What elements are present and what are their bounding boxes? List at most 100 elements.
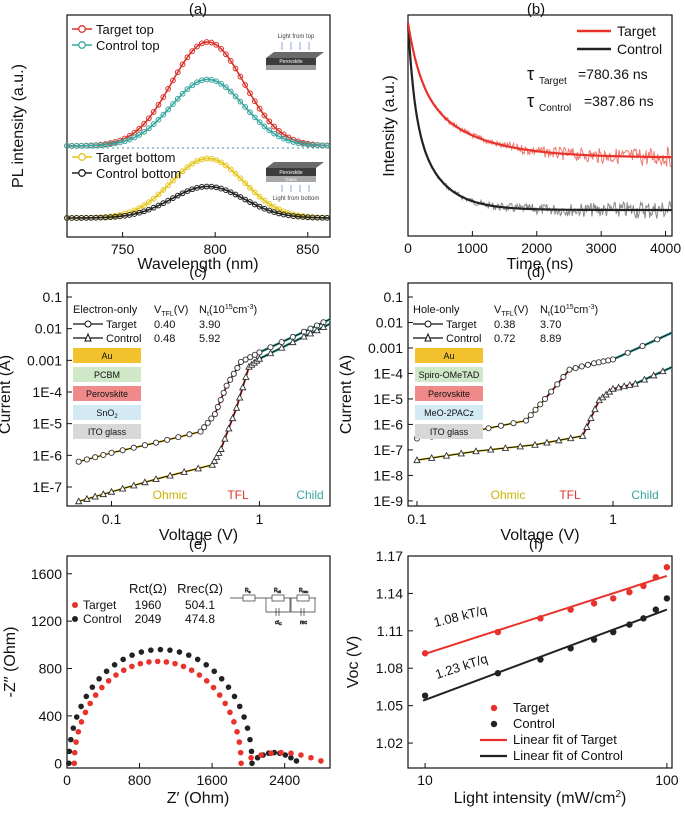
table-row-name: Control [106,333,141,345]
y-tick-label: 0.01 [35,321,62,337]
data-point [145,206,152,213]
table-header: VTFL(V) Nt(1015cm-3) [494,304,598,318]
data-point [537,615,544,622]
data-point [138,649,145,655]
data-point [92,692,99,698]
unit: (V) [174,304,189,316]
unit: (10 [550,304,566,316]
data-point [278,749,284,756]
data-point [83,456,90,463]
data-point [251,201,258,208]
data-point [231,719,237,725]
data-point [130,444,137,451]
data-point [227,709,233,716]
data-point [555,436,563,444]
data-point [230,370,237,377]
data-point [220,389,227,396]
data-point [584,361,591,368]
y-tick-label: 1.08 [376,660,403,676]
legend-label: Control bottom [96,166,181,181]
stack-layer-label: Au [101,351,112,361]
stack-layer [73,424,141,439]
data-point [567,645,574,652]
data-point [497,422,505,429]
data-point [163,659,170,665]
data-point [590,600,598,607]
data-point [236,703,243,710]
data-point [614,383,623,391]
data-point [136,131,143,138]
data-point [300,332,308,340]
data-point [238,383,247,391]
data-point [167,647,173,653]
data-point [212,452,221,460]
data-point [131,134,138,141]
data-point [107,487,116,495]
data-point [126,136,133,143]
data-point [578,363,585,370]
stack-layer-label: SnO2 [96,408,118,420]
subscript: TFL [161,311,174,318]
data-point [457,449,465,457]
table-nt: 5.92 [199,333,220,345]
superscript: 15 [225,304,233,311]
legend-label: Target [513,700,550,715]
data-point [208,415,215,422]
data-point [155,191,162,198]
data-point [186,431,193,438]
data-point [218,80,224,87]
stack-layer [415,348,483,363]
data-point [255,354,264,362]
data-point [652,574,660,581]
circuit-label: ctC [275,620,282,626]
data-point [609,384,617,392]
unit: ) [254,304,258,316]
data-point [108,449,115,456]
unit: cm [233,304,248,316]
legend-label: Target top [96,22,154,37]
data-point [150,109,157,115]
y-axis-label: -Z′′ (Ohm) [2,627,19,698]
stack-layer [415,367,483,382]
y-tick-label: 1.17 [376,548,403,564]
data-point [129,652,135,658]
x-tick-label: 4000 [650,240,681,256]
y-tick-label: 1.02 [376,735,403,751]
table-rct: 1960 [135,598,162,612]
data-point [247,184,253,191]
data-point [203,661,210,668]
table-vtfl: 0.38 [494,319,515,331]
data-point [237,175,244,182]
data-point [71,760,78,767]
y-tick-label: 1E-4 [32,384,62,400]
data-point [527,412,534,419]
y-tick-label: 0.01 [376,314,403,330]
data-point [87,700,93,707]
data-point [421,692,429,699]
data-point [75,728,82,735]
data-point [210,456,219,464]
data-point [164,436,171,443]
circuit-label: Rs [245,588,251,594]
legend-marker [424,320,432,328]
stack-layer-label: Perovskite [428,389,470,399]
data-point [578,431,587,439]
subscript: t [548,311,550,318]
tau-value: =387.86 ns [584,93,654,109]
data-point [228,414,237,422]
x-tick-label: 2000 [521,240,552,256]
device-inset-top: Light from top Perovskite [266,34,324,70]
fit-line [422,608,668,702]
data-point [145,199,152,206]
data-point [141,208,147,215]
legend-label: Control [513,716,555,731]
fit-line [422,575,668,656]
data-point [275,206,282,213]
subscript: t [207,311,209,318]
data-point [83,693,90,700]
data-point [118,484,127,492]
x-axis-label: Wavelength (nm) [137,256,258,273]
data-point [275,127,282,134]
data-point [218,185,224,192]
